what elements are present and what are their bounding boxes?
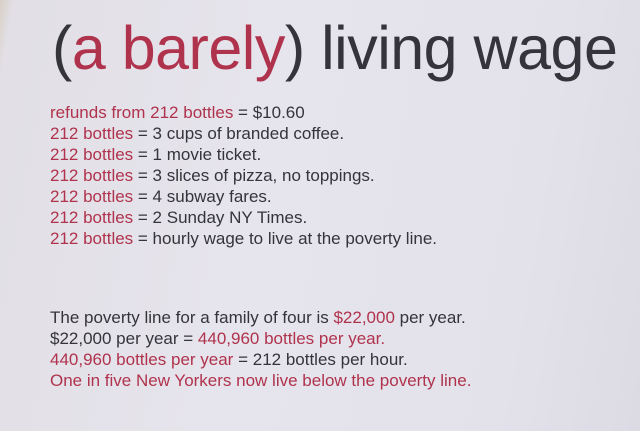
text-segment: 212 bottles (50, 124, 134, 143)
text-line: 212 bottles = 3 slices of pizza, no topp… (50, 165, 437, 186)
text-segment: 440,960 bottles per year. (197, 329, 386, 348)
text-segment: 212 bottles (50, 229, 134, 248)
text-line: 212 bottles = 3 cups of branded coffee. (50, 123, 437, 144)
text-segment: = hourly wage to live at the poverty lin… (133, 229, 437, 248)
text-segment: per year. (394, 308, 466, 327)
text-line: 212 bottles = 4 subway fares. (50, 186, 437, 207)
text-line: The poverty line for a family of four is… (50, 307, 471, 328)
text-segment: 212 bottles (50, 145, 134, 164)
text-segment: 212 bottles (50, 187, 134, 206)
text-segment: 212 bottles (50, 208, 134, 227)
text-segment: One in five New Yorkers now live below t… (50, 371, 472, 390)
text-segment: 440,960 bottles per year (50, 350, 234, 369)
text-line: One in five New Yorkers now live below t… (50, 370, 471, 391)
bottle-equivalents-paragraph: refunds from 212 bottles = $10.60 212 bot… (50, 102, 437, 249)
text-line: 212 bottles = hourly wage to live at the… (50, 228, 437, 249)
text-line: 440,960 bottles per year = 212 bottles p… (50, 349, 471, 370)
text-line: refunds from 212 bottles = $10.60 (50, 102, 437, 123)
card-title: (a barely) living wage (52, 18, 618, 79)
text-line: 212 bottles = 2 Sunday NY Times. (50, 207, 437, 228)
text-segment: The poverty line for a family of four is (50, 308, 334, 327)
text-segment: refunds from 212 bottles (50, 103, 234, 122)
text-line: $22,000 per year = 440,960 bottles per y… (50, 328, 471, 349)
text-segment: = $10.60 (233, 103, 305, 122)
text-segment: = 4 subway fares. (133, 187, 272, 206)
text-segment: 212 bottles (50, 166, 134, 185)
text-line: 212 bottles = 1 movie ticket. (50, 144, 437, 165)
text-segment: = 212 bottles per hour. (233, 350, 408, 369)
text-segment: = 3 cups of branded coffee. (133, 124, 345, 143)
text-segment: = 2 Sunday NY Times. (133, 208, 308, 227)
text-segment: $22,000 (333, 308, 395, 327)
text-segment: = 1 movie ticket. (133, 145, 262, 164)
text-segment: $22,000 per year = (50, 329, 198, 348)
text-segment: a barely (71, 14, 286, 82)
text-segment: ( (52, 14, 72, 82)
text-segment: ) living wage (284, 14, 618, 82)
poverty-line-paragraph: The poverty line for a family of four is… (50, 307, 471, 391)
text-segment: = 3 slices of pizza, no toppings. (133, 166, 375, 185)
